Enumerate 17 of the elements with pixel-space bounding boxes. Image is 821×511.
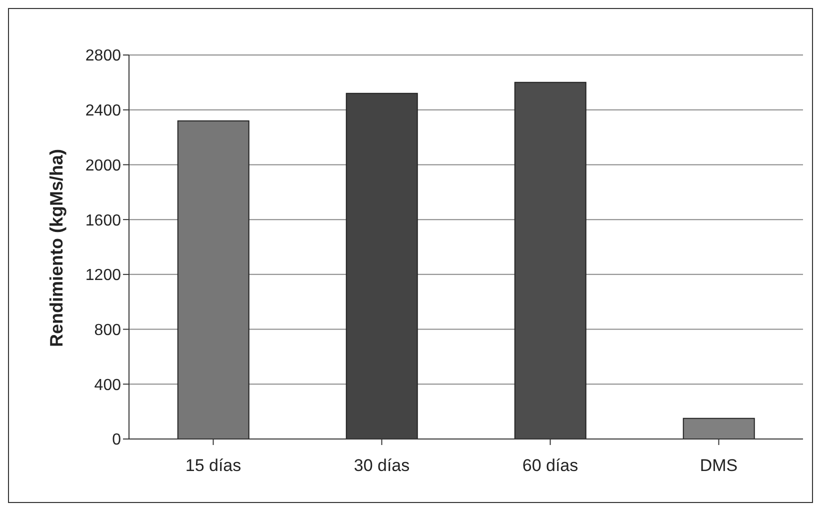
bar — [682, 418, 755, 439]
y-tick-label: 2800 — [85, 48, 122, 65]
bar — [177, 120, 250, 439]
y-tick-label: 0 — [112, 432, 122, 449]
y-axis-title: Rendimiento (kgMs/ha) — [46, 148, 66, 347]
x-tick-label: 60 días — [522, 456, 578, 476]
x-tick-label: 15 días — [185, 456, 242, 476]
bar — [346, 92, 418, 439]
x-tick-label: DMS — [700, 456, 738, 476]
y-tick-label: 2000 — [85, 157, 122, 174]
y-tick-label: 1200 — [85, 267, 122, 284]
x-tick-label: 30 días — [354, 456, 410, 476]
bar — [514, 82, 586, 439]
y-tick-label: 2400 — [85, 102, 122, 120]
y-tick-label: 400 — [94, 376, 122, 394]
y-tick-label: 1600 — [85, 212, 122, 230]
y-tick-label: 800 — [94, 322, 122, 339]
